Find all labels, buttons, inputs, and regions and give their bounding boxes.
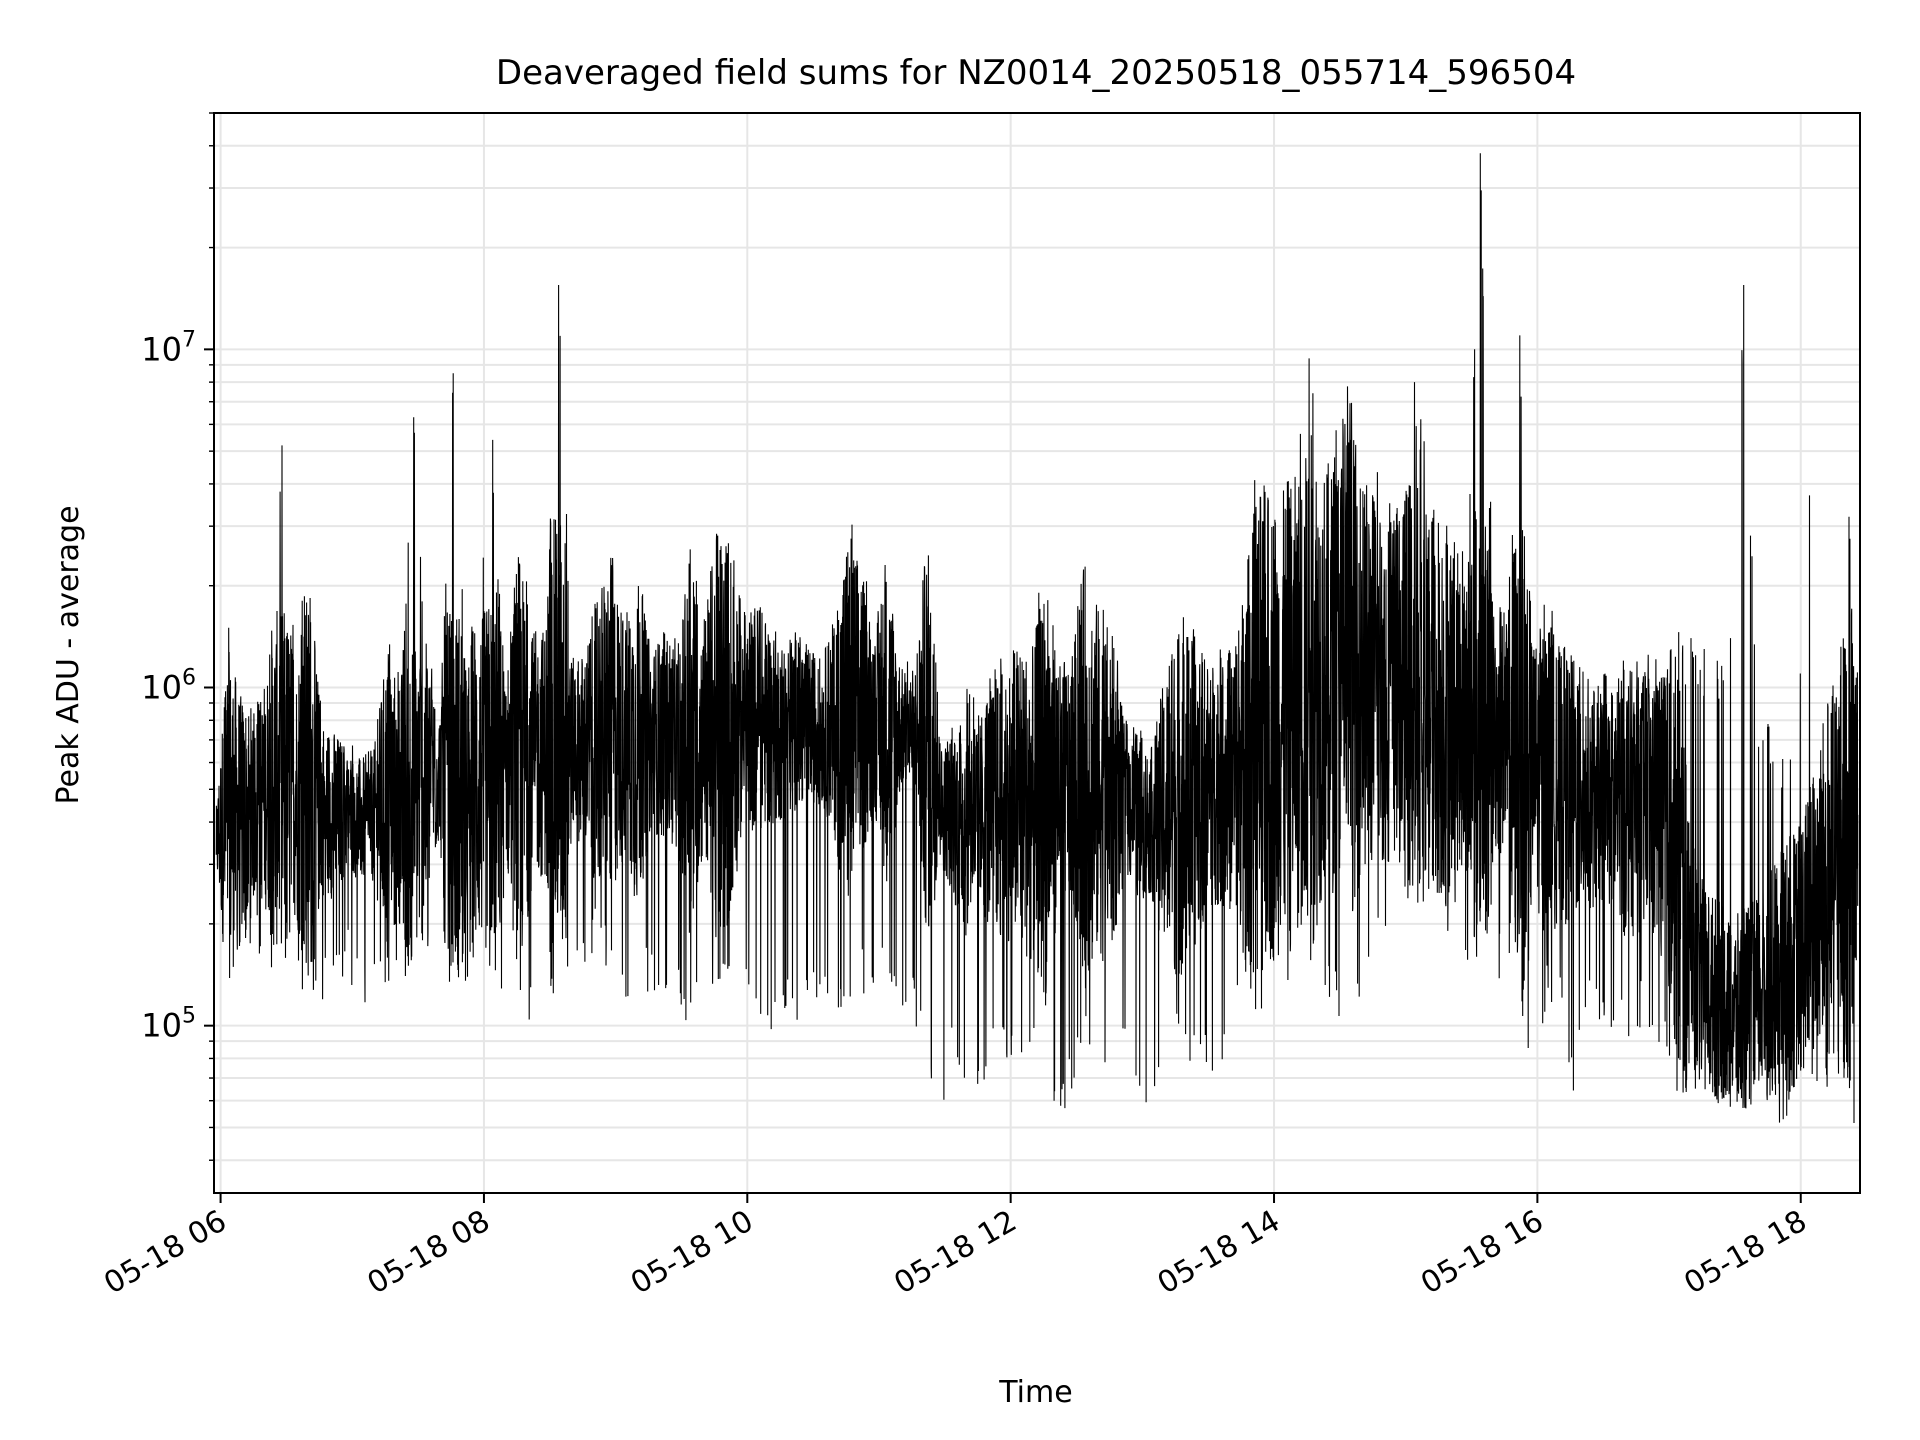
y-axis: 105 106 107 [141, 112, 214, 1161]
series-line [215, 153, 1859, 1124]
chart-title: Deaveraged field sums for NZ0014_2025051… [496, 53, 1576, 93]
y-tick-label: 105 [141, 1004, 196, 1045]
y-tick-label: 106 [141, 666, 196, 707]
axes-frame [213, 112, 1861, 1194]
plot-area [215, 153, 1859, 1124]
y-axis-label: Peak ADU - average [51, 505, 86, 804]
x-axis-label: Time [998, 1375, 1072, 1410]
y-tick-label: 107 [141, 327, 196, 368]
